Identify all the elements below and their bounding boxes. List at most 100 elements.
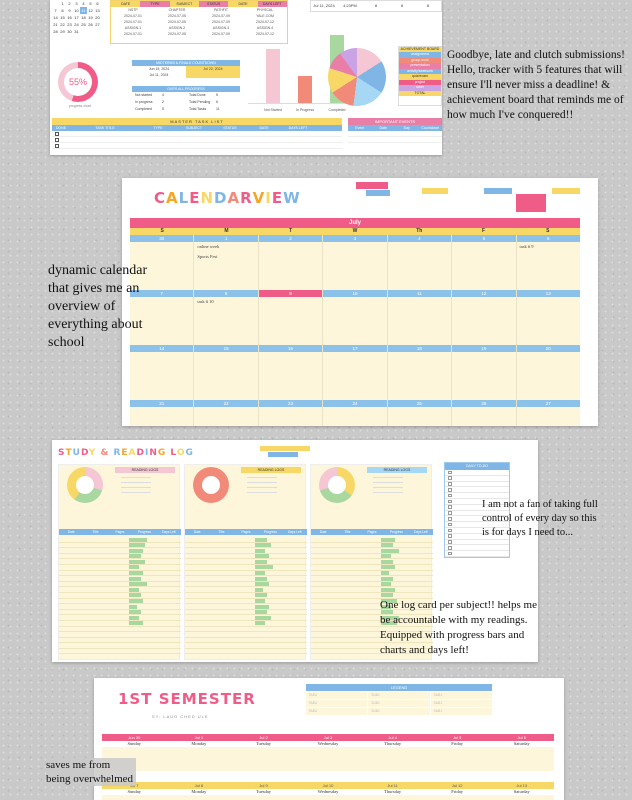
calendar-cell[interactable]	[516, 407, 580, 426]
todo-item[interactable]	[445, 476, 509, 482]
calendar-cell[interactable]	[387, 242, 452, 290]
calendar-day[interactable]: 8 task # 10	[194, 290, 259, 345]
calendar-day[interactable]: 7	[130, 290, 195, 345]
todo-checkbox[interactable]	[448, 505, 452, 509]
events-row[interactable]	[348, 131, 442, 137]
mini-calendar-day[interactable]	[94, 28, 101, 35]
log-row[interactable]	[311, 593, 433, 599]
mini-calendar-day[interactable]: 16	[67, 15, 72, 20]
master-task-row[interactable]	[52, 131, 342, 137]
calendar-cell[interactable]	[516, 297, 580, 345]
calendar-day[interactable]: 4	[387, 235, 453, 290]
log-row[interactable]	[311, 643, 433, 649]
mini-calendar-day[interactable]: 6	[96, 1, 99, 6]
log-row[interactable]	[59, 565, 181, 571]
todo-item[interactable]	[445, 487, 509, 494]
calendar-task[interactable]: task # 9	[519, 244, 534, 249]
calendar-day[interactable]: 25	[387, 400, 453, 426]
todo-checkbox[interactable]	[448, 470, 452, 475]
mini-calendar-day[interactable]: 29	[60, 29, 65, 34]
log-row[interactable]	[59, 554, 181, 560]
log-row[interactable]	[185, 593, 307, 599]
calendar-day[interactable]: 1 online week Sports Fest	[194, 235, 259, 290]
calendar-day[interactable]: 26	[452, 400, 517, 426]
mini-calendar-day[interactable]: 26	[88, 22, 93, 27]
todo-checkbox[interactable]	[448, 546, 452, 550]
calendar-day[interactable]: 3	[323, 235, 388, 290]
calendar-cell[interactable]	[130, 297, 194, 345]
mini-calendar-day[interactable]: 31	[74, 29, 79, 34]
calendar-cell[interactable]	[452, 297, 516, 345]
mini-calendar-day[interactable]: 1	[61, 1, 64, 6]
log-row[interactable]	[311, 610, 433, 616]
mini-calendar-day[interactable]: 15	[60, 15, 65, 20]
calendar-task[interactable]: task # 10	[197, 299, 214, 304]
todo-item[interactable]	[445, 522, 509, 528]
log-row[interactable]	[311, 576, 433, 582]
calendar-cell[interactable]	[452, 242, 516, 290]
log-row[interactable]	[311, 548, 433, 554]
mini-calendar-day[interactable]: 10	[74, 8, 79, 13]
assignment-row[interactable]: 2024-07-01 2024-07-05 2024-07-09 YALE.COM	[111, 13, 287, 19]
log-row[interactable]	[185, 571, 307, 577]
calendar-cell[interactable]	[516, 352, 580, 400]
log-row[interactable]	[311, 604, 433, 610]
mini-calendar-day[interactable]: 22	[60, 22, 65, 27]
assignment-row[interactable]: 2024-07-01 2024-07-05 2024-07-09 2024-07-12	[111, 19, 287, 25]
log-row[interactable]	[185, 554, 307, 560]
log-row[interactable]	[59, 638, 181, 644]
mini-calendar-day[interactable]: 23	[67, 22, 72, 27]
log-row[interactable]	[185, 643, 307, 649]
log-row[interactable]	[185, 548, 307, 554]
calendar-cell[interactable]	[258, 297, 323, 345]
log-row[interactable]	[59, 582, 181, 588]
calendar-day[interactable]: 13	[516, 290, 580, 345]
log-row[interactable]	[311, 638, 433, 644]
log-row[interactable]	[59, 571, 181, 577]
log-row[interactable]	[311, 587, 433, 593]
assignment-row[interactable]: NSTP CHAPTER PATHFIT PHYSCAL	[111, 7, 287, 13]
task-checkbox[interactable]	[55, 132, 59, 136]
mini-calendar-day[interactable]: 17	[74, 15, 79, 20]
calendar-task[interactable]: Sports Fest	[197, 254, 218, 259]
master-task-row[interactable]	[52, 137, 342, 143]
mini-calendar-day[interactable]: 13	[95, 8, 100, 13]
task-checkbox[interactable]	[55, 144, 59, 148]
mini-calendar-day[interactable]: 20	[95, 15, 100, 20]
calendar-cell[interactable]: task # 10	[194, 297, 258, 345]
log-row[interactable]	[59, 559, 181, 565]
todo-checkbox[interactable]	[448, 528, 452, 533]
mini-calendar-day[interactable]: 28	[53, 29, 58, 34]
calendar-day[interactable]: 16	[258, 345, 324, 400]
mini-calendar-day[interactable]: 12	[88, 8, 93, 13]
calendar-cell[interactable]	[258, 352, 323, 400]
mini-calendar-day[interactable]: 30	[67, 29, 72, 34]
calendar-cell[interactable]	[387, 352, 452, 400]
calendar-day[interactable]: 27	[516, 400, 580, 426]
log-row[interactable]	[185, 621, 307, 627]
calendar-day[interactable]: 20	[516, 345, 580, 400]
log-row[interactable]	[311, 537, 433, 543]
log-row[interactable]	[311, 582, 433, 588]
events-row[interactable]	[348, 137, 442, 143]
todo-item[interactable]	[445, 540, 509, 546]
calendar-day[interactable]: 24	[323, 400, 388, 426]
assignment-row[interactable]: ASSIGN.1 ASSIGN.2 ASSIGN.3 ASSIGN.4	[111, 25, 287, 31]
log-row[interactable]	[185, 582, 307, 588]
log-row[interactable]	[311, 621, 433, 627]
mini-calendar-day[interactable]: 3	[75, 1, 78, 6]
calendar-day[interactable]: 12	[452, 290, 517, 345]
calendar-cell[interactable]: task # 9	[516, 242, 580, 290]
mini-calendar-day[interactable]: 21	[53, 22, 58, 27]
mini-calendar-day[interactable]: 9	[68, 8, 71, 13]
mini-calendar-day[interactable]: 18	[81, 15, 86, 20]
mini-calendar-day[interactable]: 27	[95, 22, 100, 27]
log-row[interactable]	[311, 565, 433, 571]
calendar-cell[interactable]	[387, 297, 452, 345]
calendar-day[interactable]: 10	[323, 290, 388, 345]
todo-checkbox[interactable]	[448, 551, 452, 556]
todo-checkbox[interactable]	[448, 517, 452, 521]
mini-calendar-day[interactable]: 24	[74, 22, 79, 27]
log-row[interactable]	[311, 627, 433, 633]
log-row[interactable]	[59, 576, 181, 582]
